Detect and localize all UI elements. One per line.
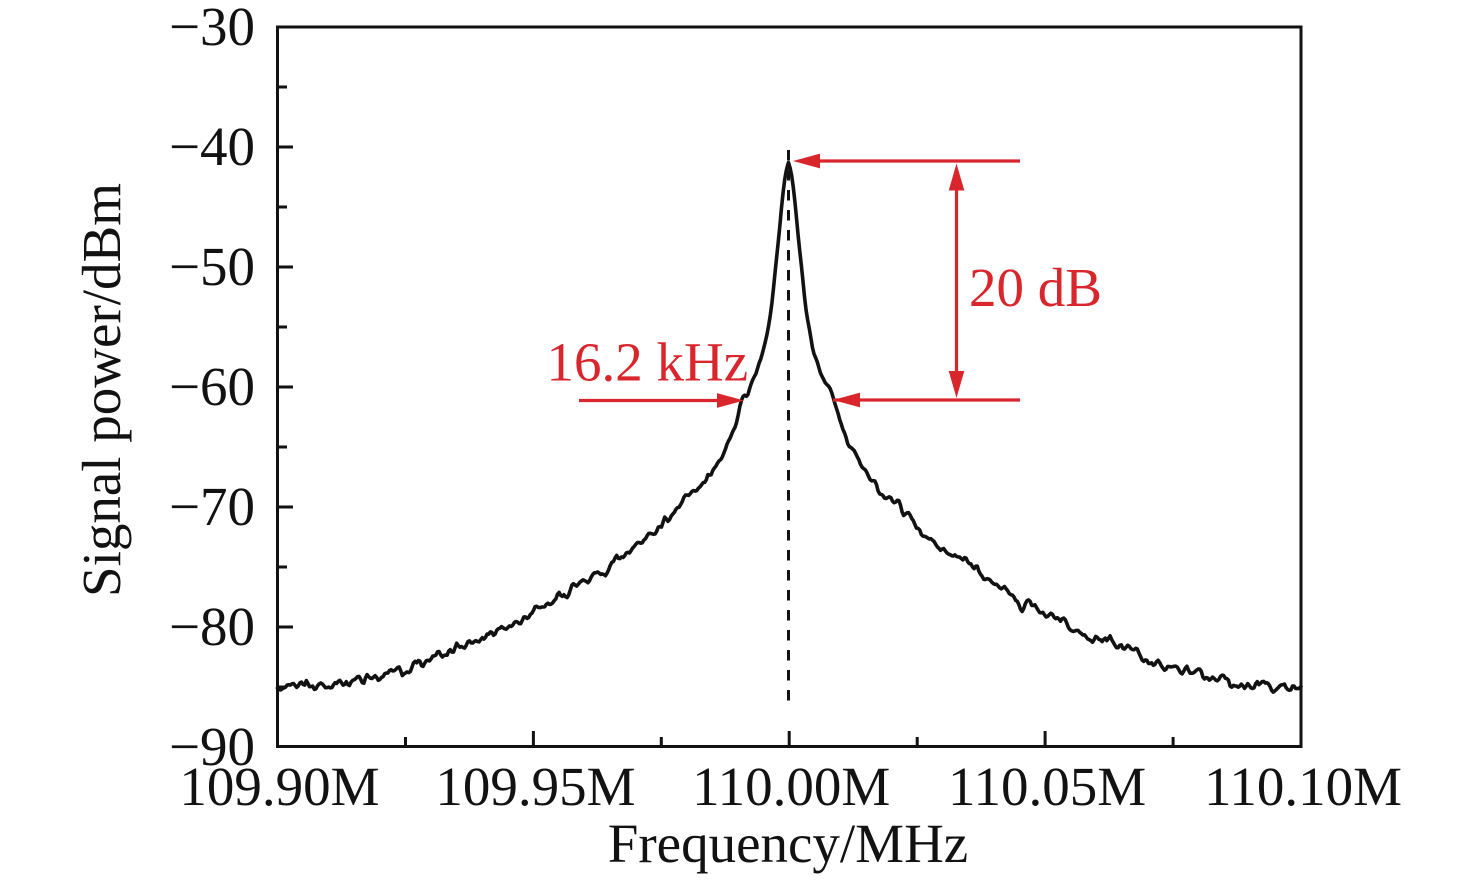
svg-text:−80: −80	[169, 596, 255, 657]
svg-text:110.10M: 110.10M	[1204, 756, 1402, 817]
svg-text:−90: −90	[169, 716, 255, 777]
svg-text:−40: −40	[169, 116, 255, 177]
svg-text:−70: −70	[169, 476, 255, 537]
svg-text:20 dB: 20 dB	[969, 257, 1102, 318]
svg-text:−30: −30	[169, 0, 255, 57]
svg-text:−60: −60	[169, 356, 255, 417]
svg-text:−50: −50	[169, 236, 255, 297]
svg-text:Frequency/MHz: Frequency/MHz	[608, 813, 968, 874]
svg-text:110.00M: 110.00M	[692, 756, 890, 817]
svg-text:110.05M: 110.05M	[948, 756, 1146, 817]
svg-text:16.2 kHz: 16.2 kHz	[547, 332, 749, 393]
svg-text:109.90M: 109.90M	[179, 756, 379, 817]
svg-text:109.95M: 109.95M	[435, 756, 635, 817]
svg-text:Signal power/dBm: Signal power/dBm	[71, 183, 132, 597]
